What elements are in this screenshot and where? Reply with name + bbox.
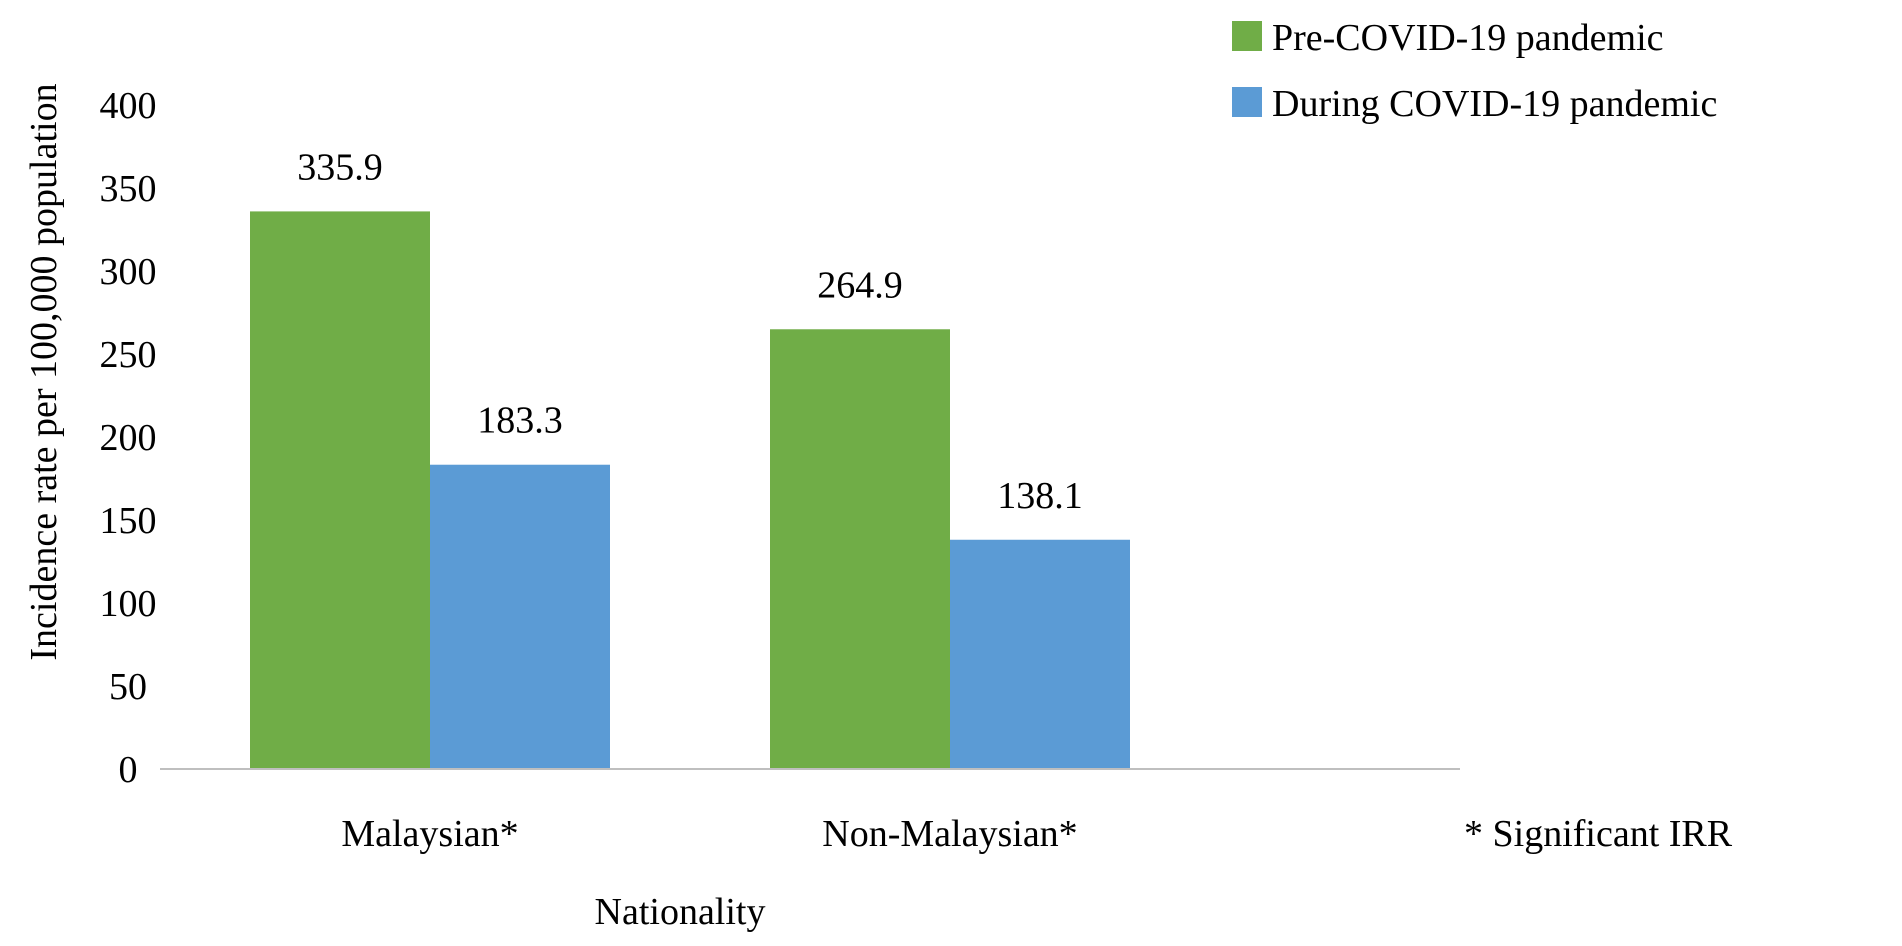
- data-label: 264.9: [817, 264, 903, 306]
- data-label: 138.1: [997, 475, 1083, 517]
- x-category-label: Non-Malaysian*: [822, 813, 1077, 855]
- data-label: 335.9: [297, 146, 383, 188]
- x-axis-categories: Malaysian* Non-Malaysian*: [341, 813, 1077, 855]
- legend: Pre-COVID-19 pandemic During COVID-19 pa…: [1232, 17, 1717, 125]
- bars: [250, 211, 1130, 769]
- y-tick-label-350: 350: [100, 168, 157, 210]
- legend-swatch-pre-covid: [1232, 21, 1262, 51]
- y-tick-label-0: 0: [119, 749, 138, 791]
- bar-malaysian-series-0: [250, 211, 430, 769]
- data-labels: 335.9 183.3 264.9 138.1: [297, 146, 1083, 516]
- y-tick-label-100: 100: [100, 583, 157, 625]
- legend-label-pre-covid: Pre-COVID-19 pandemic: [1272, 17, 1664, 59]
- bar-non-malaysian-series-0: [770, 329, 950, 769]
- x-axis-title: Nationality: [595, 891, 766, 933]
- significance-note: * Significant IRR: [1464, 813, 1733, 855]
- y-tick-label-50: 50: [109, 666, 147, 708]
- bar-malaysian-series-1: [430, 464, 610, 769]
- data-label: 183.3: [477, 400, 563, 442]
- x-category-label: Malaysian*: [341, 813, 518, 855]
- bar-non-malaysian-series-1: [950, 539, 1130, 769]
- y-axis-ticks: 0 50 100 150 200 250 300 350 400: [100, 85, 157, 791]
- y-tick-label-250: 250: [100, 334, 157, 376]
- y-axis-title: Incidence rate per 100,000 population: [23, 83, 65, 660]
- y-tick-label-300: 300: [100, 251, 157, 293]
- legend-label-during-covid: During COVID-19 pandemic: [1272, 83, 1717, 125]
- y-tick-label-400: 400: [100, 85, 157, 127]
- y-tick-label-150: 150: [100, 500, 157, 542]
- y-tick-label-200: 200: [100, 417, 157, 459]
- legend-swatch-during-covid: [1232, 87, 1262, 117]
